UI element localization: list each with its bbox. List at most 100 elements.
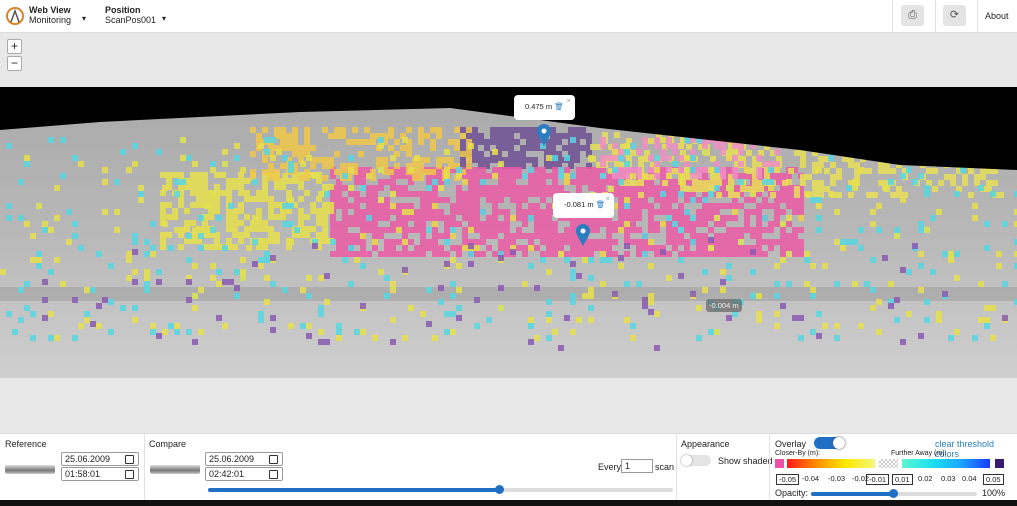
opacity-slider[interactable] <box>811 489 977 498</box>
scan-pixel <box>660 203 666 209</box>
scan-pixel <box>678 239 684 245</box>
scan-pixel <box>298 208 304 214</box>
clear-thresholds[interactable]: clear threshold colors <box>935 439 995 459</box>
scan-pixel <box>534 233 540 239</box>
scan-pixel <box>726 315 732 321</box>
scan-pixel <box>600 155 606 161</box>
position-value[interactable]: ScanPos001 <box>105 15 157 25</box>
scan-pixel <box>728 192 734 198</box>
scan-pixel <box>612 185 618 191</box>
scan-pixel <box>648 215 654 221</box>
scan-pixel <box>376 163 382 169</box>
scan-pixel <box>726 263 732 269</box>
scan-pixel <box>432 215 438 221</box>
scan-pixel <box>654 311 660 317</box>
reference-date[interactable]: 25.06.2009 <box>61 452 139 466</box>
threshold-label[interactable]: -0.05 <box>776 474 800 485</box>
threshold-label[interactable]: 0.01 <box>892 474 913 485</box>
about-link[interactable]: About <box>985 11 1009 21</box>
delete-icon[interactable]: 🗑 <box>595 200 606 209</box>
scan-pixel <box>720 221 726 227</box>
scan-pixel <box>630 221 636 227</box>
scan-pixel <box>644 156 650 162</box>
scan-pixel <box>180 179 186 185</box>
marker-pin[interactable] <box>536 123 552 147</box>
overlay-toggle[interactable] <box>814 437 845 449</box>
scan-pixel <box>924 317 930 323</box>
scan-pixel <box>402 215 408 221</box>
scan-pixel <box>502 139 508 145</box>
refresh-button[interactable]: ⟳ <box>943 5 966 26</box>
scan-pixel <box>444 149 450 155</box>
scan-pixel <box>352 139 358 145</box>
threshold-label[interactable]: -0.01 <box>866 474 890 485</box>
scan-pixel <box>552 251 558 257</box>
scan-pixel <box>618 197 624 203</box>
scan-pixel <box>660 197 666 203</box>
scan-pixel <box>786 281 792 287</box>
scan-pixel <box>576 215 582 221</box>
scan-pixel <box>268 226 274 232</box>
scan-pixel <box>190 178 196 184</box>
scan-pixel <box>366 167 372 173</box>
scan-pixel <box>690 149 696 155</box>
scan-pixel <box>558 239 564 245</box>
print-button[interactable]: ⎙ <box>901 5 924 26</box>
compare-time[interactable]: 02:42:01 <box>205 467 283 481</box>
scan-pixel <box>550 127 556 133</box>
scan-pixel <box>348 245 354 251</box>
scan-pixel <box>564 179 570 185</box>
scan-pixel <box>232 178 238 184</box>
scan-pixel <box>654 197 660 203</box>
scan-pixel <box>552 221 558 227</box>
scan-pixel <box>166 184 172 190</box>
scan-pixel <box>268 214 274 220</box>
reference-time[interactable]: 01:58:01 <box>61 467 139 481</box>
scan-pixel <box>394 163 400 169</box>
scan-pixel <box>546 317 552 323</box>
scan-pixel <box>490 139 496 145</box>
scan-pixel <box>322 238 328 244</box>
scan-pixel <box>294 227 300 233</box>
app-subtitle[interactable]: Monitoring <box>29 15 72 25</box>
further-label: Further Away (m): <box>891 450 947 457</box>
zoom-out[interactable]: − <box>7 56 22 71</box>
swatch[interactable] <box>995 459 1004 468</box>
scan-pixel <box>262 220 268 226</box>
scan-pixel <box>974 174 980 180</box>
scan-pixel <box>390 203 396 209</box>
scan-pixel <box>840 245 846 251</box>
scan-pixel <box>322 184 328 190</box>
scan-pixel <box>672 239 678 245</box>
scan-pixel <box>186 329 192 335</box>
time-slider[interactable] <box>208 485 673 494</box>
scan-pixel <box>480 233 486 239</box>
scan-pixel <box>474 245 480 251</box>
close[interactable]: × <box>566 96 571 105</box>
close[interactable]: × <box>605 194 610 203</box>
shaded-toggle[interactable] <box>681 455 711 466</box>
scan-pixel <box>364 139 370 145</box>
scan-pixel <box>696 233 702 239</box>
swatch[interactable] <box>775 459 784 468</box>
scan-pixel <box>396 251 402 257</box>
marker-pin[interactable] <box>575 223 591 247</box>
scan-pixel <box>342 221 348 227</box>
scan-pixel <box>366 203 372 209</box>
scan-pixel <box>798 191 804 197</box>
every-input[interactable]: 1 <box>621 459 653 473</box>
scan-pixel <box>666 137 672 143</box>
scan-pixel <box>568 157 574 163</box>
zoom-in[interactable]: + <box>7 39 22 54</box>
scan-pixel <box>588 245 594 251</box>
scan-pixel <box>262 127 268 133</box>
scan-pixel <box>226 208 232 214</box>
compare-date[interactable]: 25.06.2009 <box>205 452 283 466</box>
scan-pixel <box>378 203 384 209</box>
scan-pixel <box>462 209 468 215</box>
delete-icon[interactable]: 🗑 <box>554 102 564 111</box>
scan-pixel <box>1014 209 1017 215</box>
scan-pixel <box>292 139 298 145</box>
threshold-label[interactable]: 0.05 <box>983 474 1004 485</box>
scan-pixel <box>408 173 414 179</box>
